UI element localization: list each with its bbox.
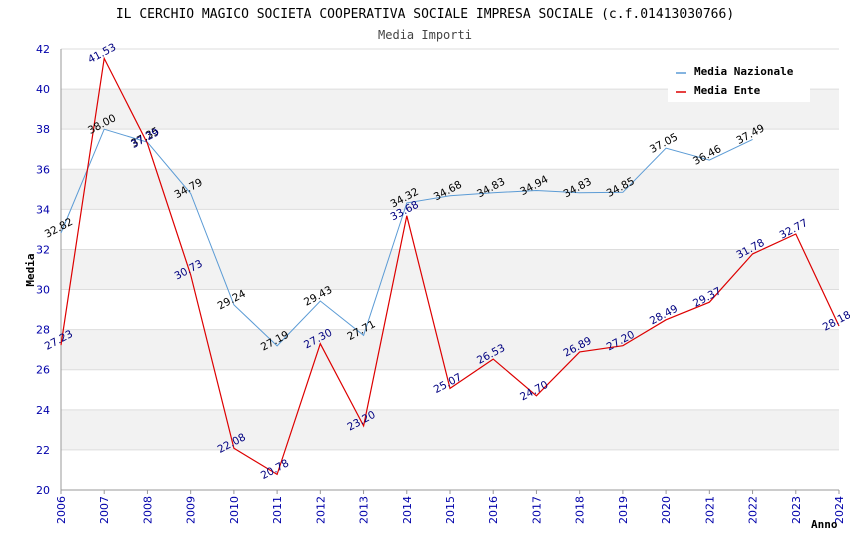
y-tick-label: 40	[36, 83, 50, 96]
x-tick-label: 2022	[747, 496, 760, 524]
x-tick-label: 2010	[228, 496, 241, 524]
chart-subtitle: Media Importi	[378, 28, 472, 42]
y-tick-label: 28	[36, 324, 50, 337]
legend-label-media-nazionale: Media Nazionale	[694, 65, 794, 78]
x-tick-label: 2014	[401, 496, 414, 524]
y-tick-label: 24	[36, 404, 50, 417]
x-tick-label: 2013	[358, 496, 371, 524]
y-tick-label: 42	[36, 43, 50, 56]
x-tick-label: 2017	[530, 496, 543, 524]
y-tick-label: 34	[36, 203, 50, 216]
x-tick-label: 2016	[487, 496, 500, 524]
grid-band	[61, 369, 839, 410]
grid-band	[61, 129, 839, 170]
x-tick-label: 2008	[141, 496, 154, 524]
x-tick-label: 2018	[574, 496, 587, 524]
y-tick-label: 20	[36, 484, 50, 497]
y-tick-label: 36	[36, 163, 50, 176]
x-tick-label: 2021	[703, 496, 716, 524]
x-tick-label: 2012	[314, 496, 327, 524]
series-line-media-nazionale	[60, 128, 753, 347]
x-tick-label: 2009	[185, 496, 198, 524]
x-tick-label: 2019	[617, 496, 630, 524]
x-tick-label: 2023	[790, 496, 803, 524]
legend-label-media-ente: Media Ente	[694, 84, 761, 97]
y-tick-label: 22	[36, 444, 50, 457]
x-axis-label: Anno	[811, 518, 838, 531]
y-tick-label: 32	[36, 243, 50, 256]
x-tick-label: 2006	[55, 496, 68, 524]
y-tick-label: 30	[36, 284, 50, 297]
y-axis-label: Media	[24, 253, 37, 286]
x-tick-label: 2020	[660, 496, 673, 524]
x-tick-label: 2015	[444, 496, 457, 524]
grid-band	[61, 409, 839, 450]
legend-box	[668, 60, 810, 102]
x-tick-label: 2007	[98, 496, 111, 524]
grid-band	[61, 289, 839, 330]
grid-band	[61, 249, 839, 290]
grid-band	[61, 209, 839, 250]
grid-band	[61, 329, 839, 370]
grid-band	[61, 449, 839, 490]
chart-title: IL CERCHIO MAGICO SOCIETA COOPERATIVA SO…	[116, 7, 734, 22]
x-tick-label: 2011	[271, 496, 284, 524]
x-tick-label: 2024	[833, 496, 846, 524]
y-tick-label: 38	[36, 123, 50, 136]
series-lines	[60, 56, 840, 476]
grid-bands	[61, 48, 839, 491]
y-tick-label: 26	[36, 364, 50, 377]
legend: Media Nazionale Media Ente	[668, 60, 810, 102]
series-line-media-ente	[60, 56, 840, 476]
grid-band	[61, 169, 839, 210]
